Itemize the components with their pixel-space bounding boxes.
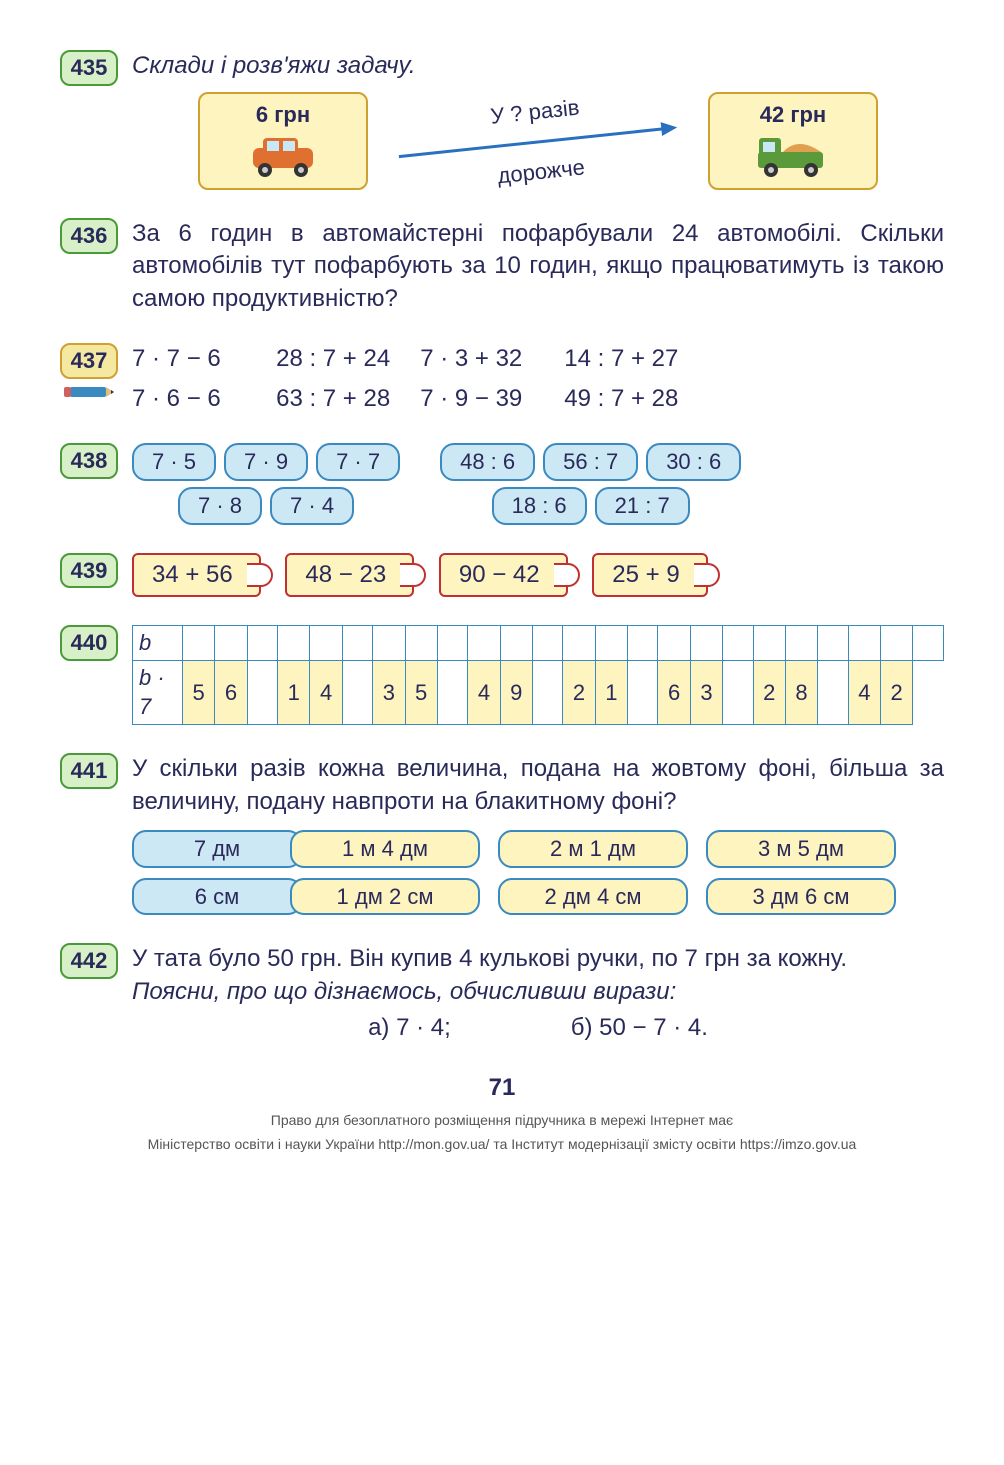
expression: 49 : 7 + 28 xyxy=(564,383,678,415)
problem-number: 438 xyxy=(60,443,118,479)
expression: 28 : 7 + 24 xyxy=(276,343,390,375)
cell: 5 xyxy=(183,660,215,724)
pencil-icon xyxy=(64,383,114,401)
puzzle-piece: 48 − 23 xyxy=(285,553,414,597)
cell xyxy=(532,660,562,724)
pill: 18 : 6 xyxy=(492,487,587,525)
unit-pill: 3 дм 6 см xyxy=(706,878,896,916)
cell: 8 xyxy=(785,660,817,724)
problem-436: 436 За 6 годин в автомайстерні пофарбува… xyxy=(60,218,944,315)
expression: 7 · 7 − 6 xyxy=(132,343,246,375)
problem-number: 437 xyxy=(60,343,118,379)
puzzle-piece: 25 + 9 xyxy=(592,553,707,597)
cell: 9 xyxy=(500,660,532,724)
truck-icon xyxy=(753,130,833,180)
expression: 7 · 6 − 6 xyxy=(132,383,246,415)
unit-pill: 2 дм 4 см xyxy=(498,878,688,916)
cell: 3 xyxy=(690,660,722,724)
expression: 14 : 7 + 27 xyxy=(564,343,678,375)
cell: 1 xyxy=(278,660,310,724)
problem-438: 438 7 · 5 7 · 9 7 · 7 7 · 8 7 · 4 48 : 6… xyxy=(60,443,944,524)
problem-number: 439 xyxy=(60,553,118,589)
problem-435: 435 Склади і розв'яжи задачу. 6 грн У ? … xyxy=(60,50,944,190)
cell: 2 xyxy=(563,660,595,724)
unit-pill: 2 м 1 дм xyxy=(498,830,688,868)
page-number: 71 xyxy=(60,1072,944,1104)
cell xyxy=(723,660,753,724)
cell xyxy=(818,660,848,724)
cell: 4 xyxy=(468,660,500,724)
unit-pill: 3 м 5 дм xyxy=(706,830,896,868)
table-row: b xyxy=(133,626,944,661)
table-440: b b · 75614354921632842 xyxy=(132,625,944,725)
cell: 5 xyxy=(405,660,437,724)
cell: 2 xyxy=(880,660,912,724)
problem-subtext: Поясни, про що дізнаємось, обчисливши ви… xyxy=(132,976,944,1008)
cell xyxy=(247,660,277,724)
cell xyxy=(342,660,372,724)
pill: 21 : 7 xyxy=(595,487,690,525)
unit-pill: 1 дм 2 см xyxy=(290,878,480,916)
price-diagram: 6 грн У ? разів дорожче xyxy=(132,92,944,190)
unit-pill: 7 дм xyxy=(132,830,302,868)
expression: 63 : 7 + 28 xyxy=(276,383,390,415)
row-label: b · 7 xyxy=(133,660,183,724)
problem-441: 441 У скільки разів кожна величина, пода… xyxy=(60,753,944,915)
cell: 6 xyxy=(215,660,247,724)
problem-number: 435 xyxy=(60,50,118,86)
problem-442: 442 У тата було 50 грн. Він купив 4 куль… xyxy=(60,943,944,1044)
unit-pill: 6 см xyxy=(132,878,302,916)
right-price-box: 42 грн xyxy=(708,92,878,190)
pill: 7 · 7 xyxy=(316,443,400,481)
left-price-box: 6 грн xyxy=(198,92,368,190)
unit-pill: 1 м 4 дм xyxy=(290,830,480,868)
cell: 6 xyxy=(658,660,690,724)
table-row: b · 75614354921632842 xyxy=(133,660,944,724)
pill: 7 · 9 xyxy=(224,443,308,481)
price-label: 42 грн xyxy=(760,100,826,130)
pill: 48 : 6 xyxy=(440,443,535,481)
cell xyxy=(628,660,658,724)
problem-text: За 6 годин в автомайстерні пофарбували 2… xyxy=(132,218,944,315)
cell: 1 xyxy=(595,660,627,724)
problem-439: 439 34 + 56 48 − 23 90 − 42 25 + 9 xyxy=(60,553,944,597)
expression: 7 · 9 − 39 xyxy=(420,383,534,415)
row-label: b xyxy=(133,626,183,661)
cell: 2 xyxy=(753,660,785,724)
expression: 7 · 3 + 32 xyxy=(420,343,534,375)
problem-number: 442 xyxy=(60,943,118,979)
arrow-label: У ? разів дорожче xyxy=(394,82,682,200)
pill: 56 : 7 xyxy=(543,443,638,481)
pill: 7 · 5 xyxy=(132,443,216,481)
price-label: 6 грн xyxy=(256,100,310,130)
car-icon xyxy=(243,130,323,180)
pill: 30 : 6 xyxy=(646,443,741,481)
cell: 4 xyxy=(848,660,880,724)
puzzle-piece: 34 + 56 xyxy=(132,553,261,597)
cell: 4 xyxy=(310,660,342,724)
problem-text: У скільки разів кожна величина, подана н… xyxy=(132,753,944,818)
pill: 7 · 8 xyxy=(178,487,262,525)
problem-number: 441 xyxy=(60,753,118,789)
cell xyxy=(437,660,467,724)
units-grid: 7 дм 1 м 4 дм 2 м 1 дм 3 м 5 дм 6 см 1 д… xyxy=(132,830,944,915)
problem-437: 437 7 · 7 − 6 28 : 7 + 24 7 · 3 + 32 14 … xyxy=(60,343,944,415)
problem-number: 440 xyxy=(60,625,118,661)
option-a: а) 7 · 4; xyxy=(368,1012,451,1044)
problem-text: У тата було 50 грн. Він купив 4 кулькові… xyxy=(132,943,944,975)
pill: 7 · 4 xyxy=(270,487,354,525)
footer-line-1: Право для безоплатного розміщення підруч… xyxy=(60,1111,944,1129)
option-b: б) 50 − 7 · 4. xyxy=(571,1012,708,1044)
problem-440: 440 b b · 75614354921632842 xyxy=(60,625,944,725)
instruction: Склади і розв'яжи задачу. xyxy=(132,50,944,82)
footer-line-2: Міністерство освіти і науки України http… xyxy=(60,1135,944,1153)
problem-number: 436 xyxy=(60,218,118,254)
puzzle-piece: 90 − 42 xyxy=(439,553,568,597)
cell: 3 xyxy=(373,660,405,724)
